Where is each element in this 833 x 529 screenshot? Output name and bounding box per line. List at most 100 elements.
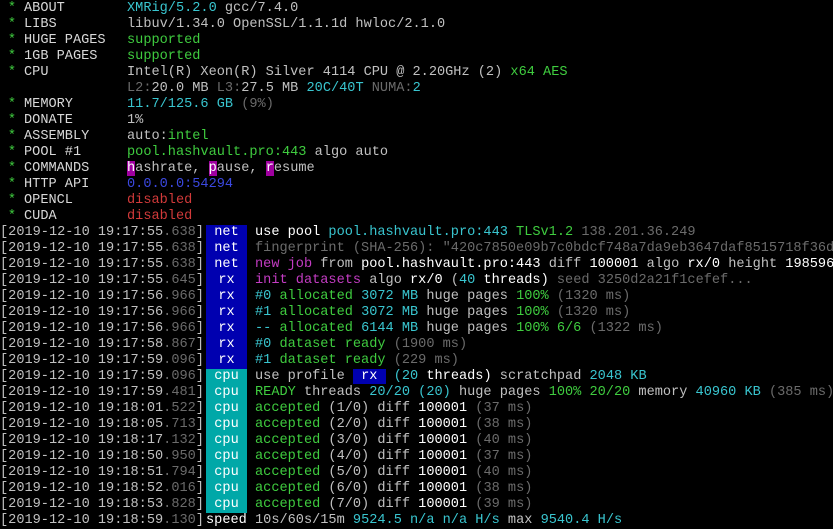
log-message-segment: huge pages: [426, 289, 517, 304]
log-message-segment: use profile: [255, 369, 353, 384]
header-value-segment: disabled: [127, 193, 193, 208]
timestamp-ms: .481: [163, 385, 196, 400]
timestamp-ms: .130: [163, 513, 196, 528]
header-value-segment: Intel(R) Xeon(R) Silver 4114 CPU @ 2.20G…: [127, 65, 511, 80]
log-message-segment: pool.hashvault.pro:443: [361, 257, 549, 272]
log-message-segment: 100001: [418, 481, 476, 496]
log-message-segment: 2048 KB: [589, 369, 647, 384]
header-label: CUDA: [24, 209, 57, 224]
log-message-segment: huge pages: [426, 321, 517, 336]
log-line: [2019-12-10 19:17:55.638] net fingerprint …: [0, 241, 833, 257]
bullet-star: *: [7, 1, 17, 16]
log-message-segment: 100% 6/6: [516, 321, 590, 336]
header-value-segment: disabled: [127, 209, 193, 224]
timestamp: [2019-12-10 19:18:50.950]: [0, 449, 206, 465]
log-message-segment: --: [255, 321, 280, 336]
timestamp-date: [2019-12-10 19:17:58: [0, 337, 164, 352]
header-value-segment: NUMA:: [371, 81, 413, 96]
log-message-segment: #1: [255, 305, 280, 320]
log-line: [2019-12-10 19:17:59.096] rx #1 dataset re…: [0, 353, 833, 369]
timestamp-date: [2019-12-10 19:18:53: [0, 497, 164, 512]
bullet-star: *: [7, 65, 17, 80]
header-row: * CPU Intel(R) Xeon(R) Silver 4114 CPU @ 2…: [0, 65, 833, 81]
log-message-segment: TLSv1.2: [516, 225, 582, 240]
header-row: * LIBS libuv/1.34.0 OpenSSL/1.1.1d hwloc/2…: [0, 17, 833, 33]
timestamp: [2019-12-10 19:17:55.645]: [0, 273, 206, 289]
timestamp: [2019-12-10 19:17:55.638]: [0, 225, 206, 241]
log-message-segment: diff: [377, 433, 419, 448]
timestamp-ms: .828: [163, 497, 196, 512]
timestamp: [2019-12-10 19:17:58.867]: [0, 337, 206, 353]
timestamp-date: [2019-12-10 19:17:55: [0, 273, 164, 288]
log-message-segment: (2/0): [328, 417, 378, 432]
timestamp-date: [2019-12-10 19:18:52: [0, 481, 164, 496]
log-message-segment: 3072 MB: [361, 289, 427, 304]
timestamp-close: ]: [195, 289, 204, 304]
timestamp-ms: .638: [163, 225, 196, 240]
bullet-star: *: [7, 177, 17, 192]
timestamp-close: ]: [195, 385, 204, 400]
log-message-segment: n/a n/a H/s: [410, 513, 508, 528]
header-label: ASSEMBLY: [24, 129, 90, 144]
header-value-segment: gcc/7.4.0: [216, 1, 299, 16]
log-message-segment: accepted: [255, 433, 329, 448]
log-line: [2019-12-10 19:18:50.950] cpu accepted (4/…: [0, 449, 833, 465]
log-message-segment: (385 ms): [768, 385, 833, 400]
log-message-segment: memory: [638, 385, 696, 400]
log-message-segment: 10s/60s/15m: [255, 513, 353, 528]
header-value-segment: ashrate,: [135, 161, 209, 176]
header-value-segment: XMRig/5.2.0: [127, 1, 217, 16]
log-message-segment: diff: [377, 401, 419, 416]
header-row: L2:20.0 MB L3:27.5 MB 20C/40T NUMA:2: [0, 81, 833, 97]
log-line: [2019-12-10 19:18:01.522] cpu accepted (1/…: [0, 401, 833, 417]
header-label: COMMANDS: [24, 161, 90, 176]
log-line: [2019-12-10 19:18:05.713] cpu accepted (2/…: [0, 417, 833, 433]
timestamp-close: ]: [195, 353, 204, 368]
log-message-segment: diff: [377, 481, 419, 496]
header-label: DONATE: [24, 113, 73, 128]
bullet-star: *: [7, 97, 17, 112]
header-value-segment: algo auto: [314, 145, 389, 160]
log-message-segment: 6144 MB: [361, 321, 427, 336]
log-message-segment: accepted: [255, 449, 329, 464]
log-message-segment: (4/0): [328, 449, 378, 464]
timestamp-ms: .096: [163, 353, 196, 368]
header-row: * DONATE 1%: [0, 113, 833, 129]
bullet-star: *: [7, 145, 17, 160]
log-tag-cpu: cpu: [206, 433, 247, 449]
header-value-segment: 0.0.0.0:54294: [127, 177, 234, 192]
log-line: [2019-12-10 19:17:55.638] net use pool poo…: [0, 225, 833, 241]
log-message-segment: diff: [377, 497, 419, 512]
log-message-segment: (38 ms): [475, 481, 533, 496]
timestamp: [2019-12-10 19:17:56.966]: [0, 321, 206, 337]
timestamp-ms: .794: [163, 465, 196, 480]
log-message-segment: 100001: [418, 401, 476, 416]
log-line: [2019-12-10 19:18:52.016] cpu accepted (6/…: [0, 481, 833, 497]
log-message-segment: 100001: [418, 497, 476, 512]
header-row: * COMMANDS hashrate, pause, resume: [0, 161, 833, 177]
timestamp-ms: .713: [163, 417, 196, 432]
header-value-segment: 2: [412, 81, 421, 96]
timestamp-date: [2019-12-10 19:17:55: [0, 225, 164, 240]
log-tag-net: net: [206, 257, 247, 273]
log-message-segment: huge pages: [426, 305, 517, 320]
log-tag-cpu: cpu: [206, 481, 247, 497]
log-tag-speed: speed: [206, 513, 247, 528]
timestamp-ms: .132: [163, 433, 196, 448]
timestamp-date: [2019-12-10 19:18:51: [0, 465, 164, 480]
header-label: OPENCL: [24, 193, 73, 208]
timestamp-ms: .096: [163, 369, 196, 384]
log-message-segment: max: [507, 513, 541, 528]
log-message-segment: (1320 ms): [556, 289, 631, 304]
log-message-segment: accepted: [255, 417, 329, 432]
header-value-segment: x64 AES: [510, 65, 568, 80]
log-message-segment: 100%: [516, 305, 557, 320]
log-tag-rx: rx: [206, 321, 247, 337]
header-label: MEMORY: [24, 97, 73, 112]
log-message-segment: (39 ms): [475, 497, 533, 512]
timestamp-close: ]: [195, 369, 204, 384]
log-message-segment: #0: [255, 337, 280, 352]
bullet-star: *: [7, 33, 17, 48]
log-message-segment: from: [312, 257, 362, 272]
header-value-segment: 20.0 MB: [151, 81, 217, 96]
